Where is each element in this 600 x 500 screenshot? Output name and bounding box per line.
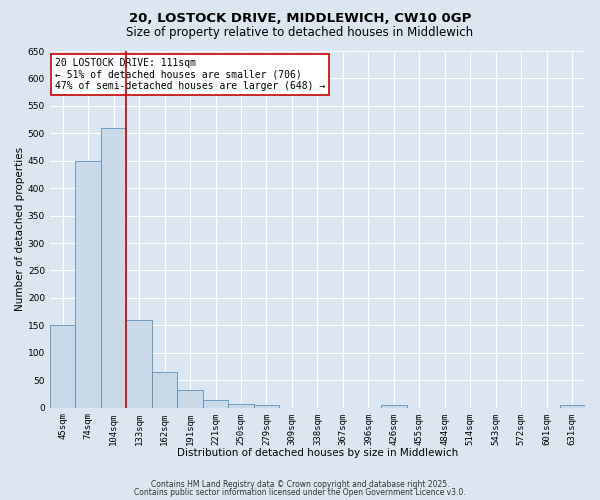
Bar xyxy=(127,320,152,408)
Bar xyxy=(381,405,407,407)
Bar xyxy=(560,405,585,407)
Bar xyxy=(254,405,279,407)
Bar xyxy=(101,128,127,407)
Text: Contains HM Land Registry data © Crown copyright and database right 2025.: Contains HM Land Registry data © Crown c… xyxy=(151,480,449,489)
Bar xyxy=(50,326,76,407)
Bar xyxy=(228,404,254,407)
Bar xyxy=(203,400,228,407)
Text: 20 LOSTOCK DRIVE: 111sqm
← 51% of detached houses are smaller (706)
47% of semi-: 20 LOSTOCK DRIVE: 111sqm ← 51% of detach… xyxy=(55,58,325,92)
Bar xyxy=(152,372,177,408)
Y-axis label: Number of detached properties: Number of detached properties xyxy=(15,147,25,312)
Text: Size of property relative to detached houses in Middlewich: Size of property relative to detached ho… xyxy=(127,26,473,39)
Bar xyxy=(177,390,203,407)
Text: 20, LOSTOCK DRIVE, MIDDLEWICH, CW10 0GP: 20, LOSTOCK DRIVE, MIDDLEWICH, CW10 0GP xyxy=(129,12,471,26)
Bar xyxy=(76,160,101,408)
Text: Contains public sector information licensed under the Open Government Licence v3: Contains public sector information licen… xyxy=(134,488,466,497)
X-axis label: Distribution of detached houses by size in Middlewich: Distribution of detached houses by size … xyxy=(177,448,458,458)
